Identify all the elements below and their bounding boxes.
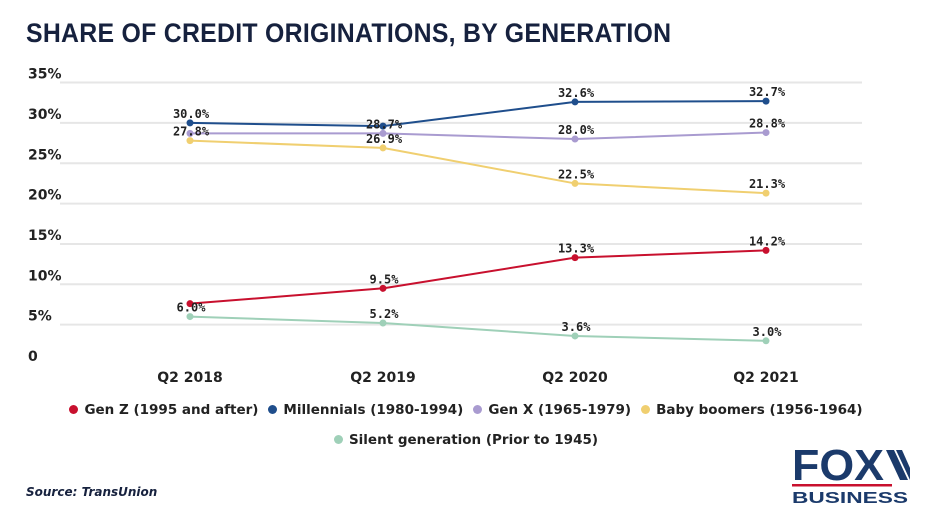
legend-label: Gen X (1965-1979) — [488, 402, 632, 418]
x-tick-label: Q2 2021 — [733, 370, 798, 386]
data-point — [762, 129, 770, 137]
data-point — [186, 129, 194, 137]
data-point — [186, 300, 194, 308]
y-tick-label: 25% — [28, 147, 62, 163]
data-point — [762, 246, 770, 254]
legend-row-2: Silent generation (Prior to 1945) — [0, 432, 932, 448]
y-tick-label: 30% — [28, 107, 62, 123]
legend-item: Silent generation (Prior to 1945) — [333, 432, 599, 448]
legend-label: Gen Z (1995 and after) — [84, 402, 259, 418]
legend-item: Millennials (1980-1994) — [268, 402, 463, 418]
legend-label: Silent generation (Prior to 1945) — [348, 432, 599, 448]
legend-marker-icon — [69, 405, 79, 414]
y-tick-label: 5% — [28, 309, 52, 325]
y-tick-label: 10% — [28, 268, 62, 284]
x-tick-label: Q2 2020 — [542, 370, 608, 386]
data-point — [379, 129, 387, 137]
data-label: 28.7% — [366, 117, 403, 131]
data-label: 22.5% — [558, 167, 595, 181]
data-label: 5.2% — [370, 307, 400, 321]
legend-label: Baby boomers (1956-1964) — [656, 402, 863, 418]
data-label: 3.6% — [562, 320, 592, 334]
data-point — [186, 137, 194, 145]
svg-text:FOX: FOX — [792, 444, 884, 490]
series-line — [190, 131, 767, 141]
data-label: 26.9% — [366, 132, 403, 146]
data-point — [379, 122, 387, 130]
data-label: 13.3% — [558, 242, 595, 256]
legend-item: Gen X (1965-1979) — [473, 402, 631, 418]
line-chart: 0 5% 10% 15% 20% 25% 30% 35% Q2 2018 Q2 2019 Q2 20… — [28, 67, 862, 386]
x-tick-label: Q2 2018 — [157, 370, 222, 386]
data-point — [571, 332, 579, 340]
data-point — [379, 284, 387, 292]
data-label: 28.0% — [558, 123, 595, 137]
y-tick-label: 15% — [28, 228, 62, 244]
data-point — [379, 144, 387, 152]
data-point — [762, 189, 770, 197]
data-label: 27.8% — [173, 125, 210, 139]
data-label: 28.8% — [749, 117, 786, 131]
data-label: 14.2% — [749, 234, 786, 248]
legend-item: Gen Z (1995 and after) — [69, 402, 258, 418]
data-label: 3.0% — [753, 325, 783, 339]
series-line — [189, 139, 767, 195]
y-tick-label: 35% — [28, 67, 62, 83]
fox-business-logo: FOX BUSINESS — [792, 444, 910, 506]
legend-row-1: Gen Z (1995 and after) Millennials (1980-… — [0, 402, 932, 418]
data-label: 32.7% — [749, 85, 786, 99]
data-point — [762, 97, 770, 105]
series-line — [189, 249, 767, 305]
data-point — [186, 313, 194, 321]
data-point — [571, 98, 579, 106]
data-label: 9.5% — [370, 272, 400, 286]
y-tick-label: 20% — [28, 188, 62, 204]
legend-marker-icon — [641, 405, 651, 414]
legend-marker-icon — [268, 405, 278, 414]
source-note: Source: TransUnion — [26, 485, 158, 499]
legend-item: Baby boomers (1956-1964) — [641, 402, 863, 418]
x-tick-label: Q2 2019 — [350, 370, 415, 386]
data-point — [762, 337, 770, 345]
y-tick-label: 0 — [28, 349, 38, 365]
data-point — [571, 254, 579, 262]
data-point — [186, 119, 194, 127]
legend-marker-icon — [333, 435, 343, 444]
data-point — [571, 135, 579, 143]
series-line — [189, 315, 767, 342]
chart-title: SHARE OF CREDIT ORIGINATIONS, BY GENERAT… — [26, 18, 672, 48]
data-point — [379, 319, 387, 327]
data-label: 32.6% — [558, 86, 595, 100]
series-line — [189, 100, 767, 128]
data-label: 30.0% — [173, 107, 210, 121]
legend-marker-icon — [473, 405, 483, 414]
data-label: 6.0% — [177, 301, 207, 315]
data-point — [571, 179, 579, 187]
svg-text:BUSINESS: BUSINESS — [792, 490, 908, 506]
legend-label: Millennials (1980-1994) — [283, 402, 464, 418]
data-label: 21.3% — [749, 177, 786, 191]
